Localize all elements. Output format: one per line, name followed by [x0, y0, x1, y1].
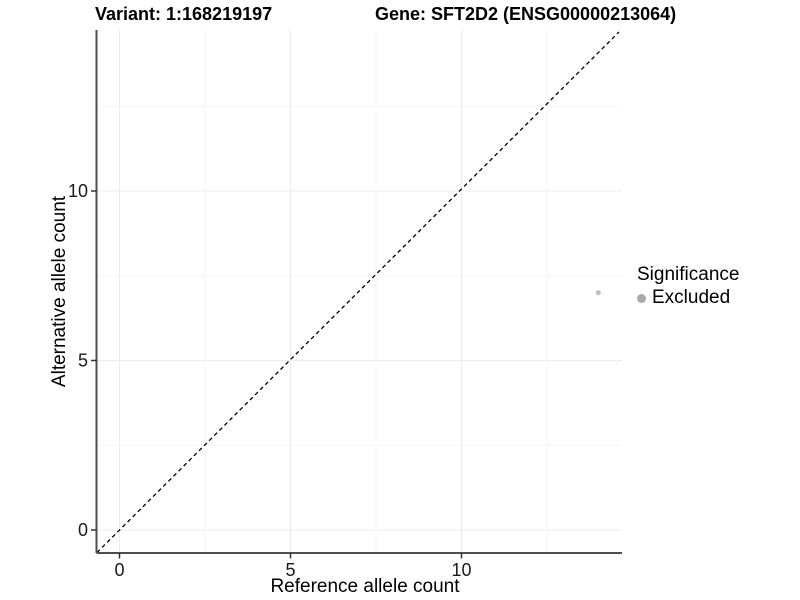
legend-point-icon — [637, 293, 646, 303]
x-tick-label-10: 10 — [451, 560, 471, 580]
plot-title-gene: Gene: SFT2D2 (ENSG00000213064) — [375, 4, 677, 24]
x-tick-label-0: 0 — [114, 560, 124, 580]
data-point — [595, 290, 601, 296]
y-axis-title: Alternative allele count — [49, 195, 70, 387]
tick-marks — [91, 190, 463, 559]
axis-lines — [95, 30, 622, 554]
legend-title: Significance — [637, 264, 740, 285]
x-tick-label-5: 5 — [285, 560, 295, 580]
grid-major — [96, 30, 622, 553]
identity-reference-line — [96, 31, 620, 553]
legend-entry: Excluded — [637, 288, 739, 308]
plot-title-variant: Variant: 1:168219197 — [95, 4, 273, 24]
legend: Significance Excluded — [637, 264, 739, 308]
y-tick-label-0: 0 — [78, 520, 88, 540]
y-tick-label-10: 10 — [68, 181, 88, 201]
grid-minor — [96, 30, 622, 553]
legend-entry-label: Excluded — [652, 287, 731, 308]
y-tick-label-5: 5 — [78, 351, 88, 371]
x-axis-title: Reference allele count — [270, 576, 460, 597]
